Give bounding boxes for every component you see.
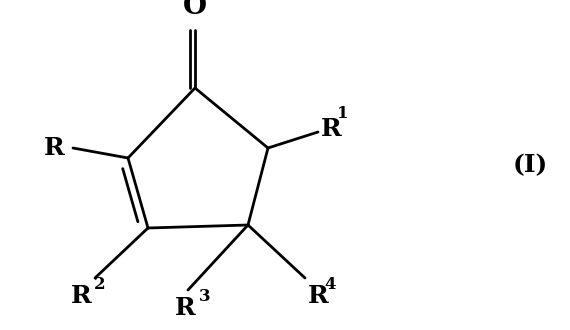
Text: 4: 4 — [324, 276, 336, 293]
Text: (I): (I) — [512, 153, 548, 177]
Text: R: R — [308, 284, 329, 308]
Text: 3: 3 — [199, 288, 211, 305]
Text: 2: 2 — [94, 276, 105, 293]
Text: R: R — [71, 284, 92, 308]
Text: R: R — [174, 296, 196, 320]
Text: R: R — [44, 136, 65, 160]
Text: O: O — [183, 0, 207, 20]
Text: 1: 1 — [337, 105, 348, 122]
Text: R: R — [321, 117, 342, 141]
